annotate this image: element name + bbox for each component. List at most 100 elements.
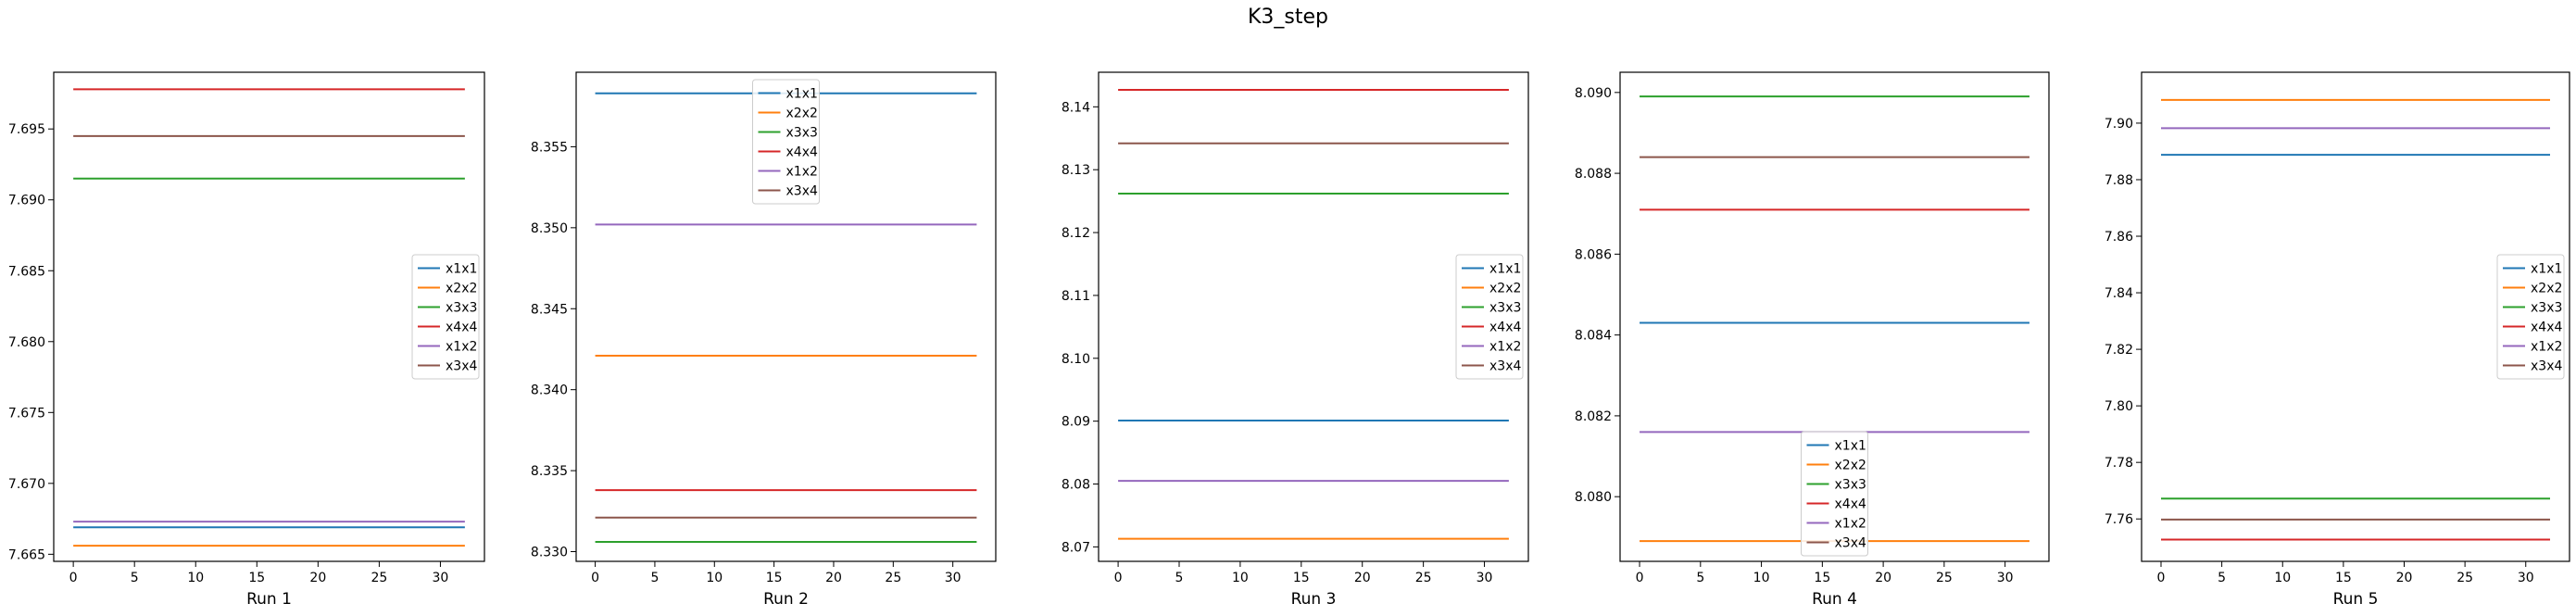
y-tick-label: 8.07 [1062, 540, 1090, 555]
legend-label-x3x3: x3x3 [786, 126, 818, 141]
x-tick-label: 0 [1114, 571, 1123, 585]
x-tick-label: 30 [433, 571, 449, 585]
legend: x1x1 x2x2 x3x3 x4x4 x1x2 x3x4 [1801, 431, 1868, 557]
x-axis-label: Run 2 [763, 590, 809, 609]
y-tick-label: 7.78 [2105, 456, 2133, 471]
legend: x1x1 x2x2 x3x3 x4x4 x1x2 x3x4 [1455, 254, 1524, 380]
legend-label-x2x2: x2x2 [2531, 282, 2562, 296]
x-tick-label: 10 [187, 571, 204, 585]
legend-label-x2x2: x2x2 [1835, 459, 1866, 473]
y-tick-label: 8.13 [1062, 163, 1090, 178]
y-tick-label: 8.340 [531, 383, 568, 398]
y-tick-label: 8.086 [1575, 247, 1612, 262]
legend-label-x3x4: x3x4 [1835, 536, 1866, 551]
legend-label-x4x4: x4x4 [2531, 321, 2562, 335]
x-tick-label: 25 [371, 571, 387, 585]
subplot-run-1: 0 5 10 15 20 25 30 7.665 7.670 7.675 7.680 7.685 7.6… [8, 71, 485, 609]
y-tick-label: 8.11 [1062, 289, 1090, 304]
x-tick-label: 0 [2157, 571, 2166, 585]
legend-label-x4x4: x4x4 [446, 321, 477, 335]
legend-label-x3x4: x3x4 [446, 359, 477, 374]
legend-label-x3x3: x3x3 [1835, 478, 1866, 493]
x-tick-label: 10 [1753, 571, 1770, 585]
legend-label-x1x1: x1x1 [2531, 262, 2562, 277]
x-tick-label: 20 [309, 571, 326, 585]
legend-label-x1x2: x1x2 [1489, 340, 1521, 355]
x-axis-label: Run 3 [1291, 590, 1337, 609]
x-axis-label: Run 4 [1812, 590, 1857, 609]
y-tick-label: 8.12 [1062, 226, 1090, 241]
subplot-run-4: 0 5 10 15 20 25 30 8.080 8.082 8.084 8.086 8.088 8.0… [1575, 71, 2050, 609]
x-tick-label: 5 [1696, 571, 1704, 585]
x-tick-label: 15 [766, 571, 783, 585]
axes-frame [53, 71, 485, 562]
y-tick-label: 7.90 [2105, 117, 2133, 132]
axes-frame [575, 71, 997, 562]
x-tick-label: 5 [131, 571, 139, 585]
legend-box [411, 254, 480, 380]
x-tick-label: 0 [591, 571, 599, 585]
x-tick-label: 20 [1354, 571, 1371, 585]
x-tick-label: 0 [1636, 571, 1644, 585]
axes-frame [2141, 71, 2570, 562]
axes-frame [1098, 71, 1529, 562]
x-tick-label: 5 [650, 571, 659, 585]
legend-box [752, 79, 820, 205]
legend-label-x2x2: x2x2 [786, 107, 818, 121]
x-tick-label: 10 [2274, 571, 2291, 585]
x-axis-label: Run 5 [2333, 590, 2379, 609]
y-tick-label: 8.082 [1575, 409, 1612, 424]
y-tick-label: 8.345 [531, 302, 568, 317]
y-tick-label: 8.350 [531, 221, 568, 236]
legend-label-x3x3: x3x3 [2531, 301, 2562, 316]
y-tick-label: 7.665 [8, 547, 45, 562]
legend-label-x4x4: x4x4 [1835, 497, 1866, 512]
x-tick-label: 25 [1415, 571, 1432, 585]
y-tick-label: 7.685 [8, 264, 45, 279]
legend-label-x1x2: x1x2 [2531, 340, 2562, 355]
figure-title: K3_step [1247, 6, 1328, 29]
subplot-run-3: 0 5 10 15 20 25 30 8.07 8.08 8.09 8.10 8.11 8.12 8.13… [1062, 71, 1529, 609]
y-tick-label: 8.355 [531, 140, 568, 155]
x-tick-label: 15 [1293, 571, 1310, 585]
y-tick-label: 7.695 [8, 122, 45, 137]
x-tick-label: 5 [1175, 571, 1184, 585]
x-tick-label: 20 [1875, 571, 1891, 585]
legend-label-x1x1: x1x1 [1835, 439, 1866, 454]
y-tick-label: 8.090 [1575, 86, 1612, 101]
y-tick-label: 7.690 [8, 194, 45, 208]
legend-label-x1x1: x1x1 [1489, 262, 1521, 277]
x-tick-label: 15 [1814, 571, 1830, 585]
y-tick-label: 8.330 [531, 546, 568, 560]
x-tick-label: 15 [2335, 571, 2352, 585]
x-tick-label: 30 [1997, 571, 2014, 585]
x-tick-label: 30 [945, 571, 961, 585]
x-tick-label: 0 [69, 571, 78, 585]
legend-box [2496, 254, 2565, 380]
legend-label-x3x3: x3x3 [1489, 301, 1521, 316]
y-tick-label: 8.09 [1062, 415, 1090, 430]
legend-label-x2x2: x2x2 [446, 282, 477, 296]
y-tick-label: 8.084 [1575, 329, 1612, 344]
x-tick-label: 15 [248, 571, 265, 585]
legend-label-x1x2: x1x2 [1835, 517, 1866, 532]
y-tick-label: 7.76 [2105, 512, 2133, 527]
x-tick-label: 25 [2457, 571, 2473, 585]
y-tick-label: 8.14 [1062, 100, 1090, 115]
y-tick-label: 8.088 [1575, 167, 1612, 182]
legend: x1x1 x2x2 x3x3 x4x4 x1x2 x3x4 [752, 79, 820, 205]
y-tick-label: 7.680 [8, 335, 45, 350]
legend-label-x3x4: x3x4 [786, 184, 818, 199]
y-tick-label: 7.82 [2105, 343, 2133, 358]
x-axis-label: Run 1 [246, 590, 292, 609]
x-tick-label: 5 [2218, 571, 2226, 585]
legend-label-x2x2: x2x2 [1489, 282, 1521, 296]
x-tick-label: 20 [825, 571, 842, 585]
y-tick-label: 8.10 [1062, 352, 1090, 367]
x-tick-label: 10 [1232, 571, 1249, 585]
legend-label-x3x3: x3x3 [446, 301, 477, 316]
x-tick-label: 25 [1936, 571, 1953, 585]
y-tick-label: 7.80 [2105, 399, 2133, 414]
legend-label-x4x4: x4x4 [1489, 321, 1521, 335]
